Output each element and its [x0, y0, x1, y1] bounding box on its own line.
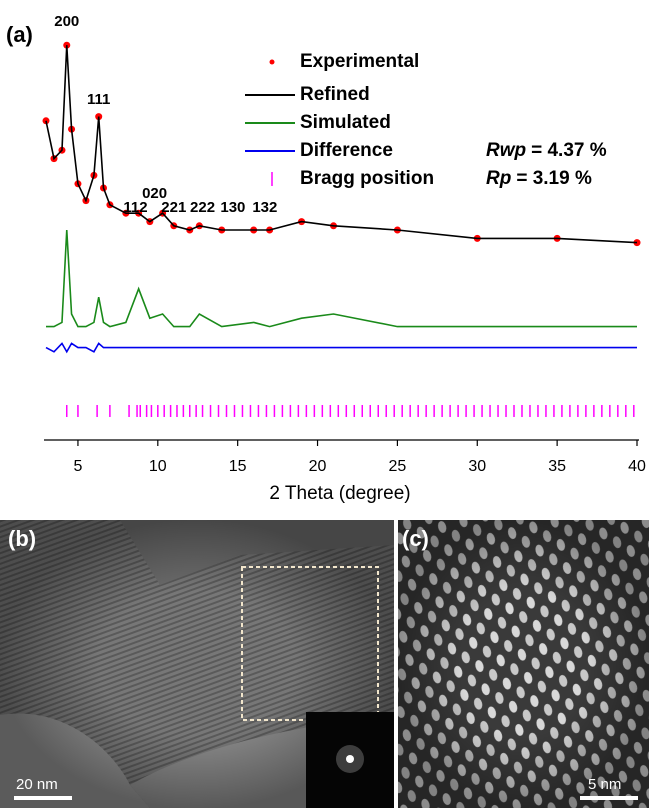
- x-tick-label: 35: [548, 458, 566, 475]
- peak-label: 200: [54, 13, 79, 30]
- legend-label: Difference: [300, 140, 393, 161]
- peak-label: 130: [220, 199, 245, 216]
- x-tick-label: 15: [229, 458, 247, 475]
- x-tick-label: 5: [73, 458, 82, 475]
- peak-label: 020: [142, 185, 167, 202]
- fit-stat-value: = 4.37 %: [531, 140, 607, 161]
- legend-label: Bragg position: [300, 168, 434, 189]
- fit-stat: Rp = 3.19 %: [486, 168, 592, 189]
- legend-label: Refined: [300, 84, 370, 105]
- tem-image-c: (c) 5 nm: [398, 520, 649, 808]
- legend-marker: [269, 59, 275, 65]
- series-line: [45, 342, 637, 354]
- fit-stat-name: Rp: [486, 168, 511, 189]
- legend-label: Simulated: [300, 112, 391, 133]
- fit-stat: Rwp = 4.37 %: [486, 140, 607, 161]
- tem-image-b: (b) 20 nm: [0, 520, 394, 808]
- x-tick-label: 10: [149, 458, 167, 475]
- scale-bar-label: 20 nm: [16, 776, 58, 793]
- x-tick-label: 20: [309, 458, 327, 475]
- peak-label: 221: [161, 199, 186, 216]
- panel-label: (b): [8, 526, 36, 551]
- scale-bar-label: 5 nm: [588, 776, 621, 793]
- panel-label: (a): [6, 22, 33, 47]
- series-line: [46, 229, 637, 328]
- panel-label: (c): [402, 526, 429, 551]
- series-line: [45, 45, 638, 244]
- xrd-chart: (a) 2 Theta (degree) 5 10 15 20 25 30 35 40 200 1…: [6, 13, 646, 504]
- peak-label: 112: [123, 199, 147, 216]
- legend-label: Experimental: [300, 51, 419, 72]
- x-tick-label: 40: [628, 458, 646, 475]
- fit-stat-value: = 3.19 %: [516, 168, 592, 189]
- peak-label: 222: [190, 199, 215, 216]
- peak-label: 132: [252, 199, 277, 216]
- x-axis-label: 2 Theta (degree): [269, 483, 410, 504]
- x-tick-label: 25: [389, 458, 407, 475]
- tem-panels: (b) 20 nm (c) 5 nm: [0, 520, 649, 808]
- x-tick-label: 30: [468, 458, 486, 475]
- fit-stat-name: Rwp: [486, 140, 526, 161]
- peak-label: 111: [87, 91, 110, 108]
